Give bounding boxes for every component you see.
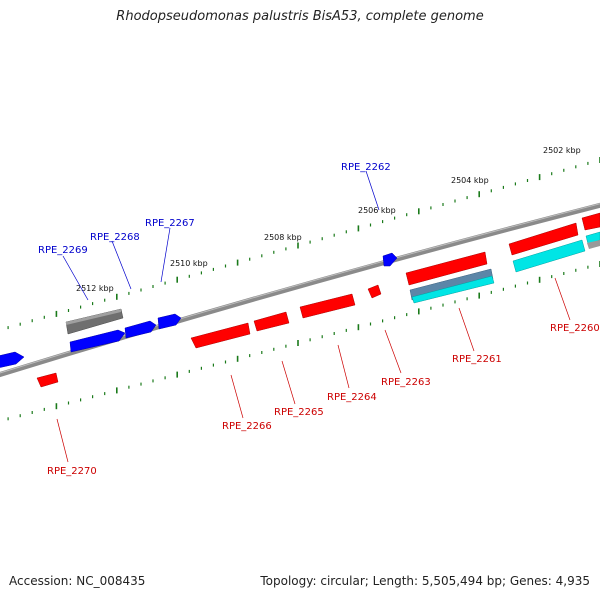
connector-rpe-2268 — [111, 240, 132, 290]
kbp-label-2506: 2506 kbp — [358, 206, 396, 215]
connector-rpe-2266 — [230, 374, 244, 419]
label-rpe-2267[interactable]: RPE_2267 — [145, 218, 195, 229]
connector-rpe-2261 — [458, 307, 475, 352]
gene-rpe-2263[interactable] — [367, 284, 382, 299]
gene-partial-right-gray[interactable] — [587, 240, 600, 249]
forward-genes — [0, 252, 398, 368]
connector-rpe-2269 — [62, 255, 89, 301]
label-rpe-2268[interactable]: RPE_2268 — [90, 232, 140, 243]
gene-rpe-2261-rna-lower[interactable] — [411, 275, 495, 304]
connector-rpe-2262 — [365, 170, 380, 211]
kbp-label-2510: 2510 kbp — [170, 259, 208, 268]
gene-partial-left[interactable] — [0, 351, 25, 368]
connector-rpe-2264 — [337, 344, 350, 389]
gene-partial-right-red[interactable] — [581, 212, 600, 231]
connector-rpe-2270 — [56, 418, 69, 463]
label-connectors — [56, 170, 571, 463]
connector-rpe-2263 — [384, 329, 402, 374]
gene-rpe-2268[interactable] — [124, 320, 157, 339]
gene-rpe-2267[interactable] — [157, 313, 182, 330]
label-rpe-2265[interactable]: RPE_2265 — [274, 407, 324, 418]
kbp-label-2504: 2504 kbp — [451, 176, 489, 185]
accession-text: Accession: NC_008435 — [9, 574, 146, 588]
map-title: Rhodopseudomonas palustris BisA53, compl… — [116, 9, 484, 24]
gene-rpe-2261[interactable] — [405, 251, 488, 286]
label-rpe-2269[interactable]: RPE_2269 — [38, 245, 88, 256]
label-rpe-2266[interactable]: RPE_2266 — [222, 421, 272, 432]
gene-rpe-2266[interactable] — [190, 322, 251, 349]
kbp-label-2508: 2508 kbp — [264, 233, 302, 242]
kbp-label-2502: 2502 kbp — [543, 146, 581, 155]
label-rpe-2261[interactable]: RPE_2261 — [452, 354, 502, 365]
label-rpe-2264[interactable]: RPE_2264 — [327, 392, 377, 403]
gene-rpe-2265[interactable] — [253, 311, 290, 332]
label-rpe-2260[interactable]: RPE_2260 — [550, 323, 600, 334]
label-rpe-2270[interactable]: RPE_2270 — [47, 466, 97, 477]
connector-rpe-2260 — [554, 277, 571, 321]
gene-rpe-2260-rna[interactable] — [512, 239, 586, 273]
label-rpe-2262[interactable]: RPE_2262 — [341, 162, 391, 173]
kbp-label-2512: 2512 kbp — [76, 284, 114, 293]
gene-rpe-2260[interactable] — [508, 222, 579, 256]
gene-rpe-2264[interactable] — [299, 293, 356, 319]
gene-rpe-2270[interactable] — [36, 372, 59, 388]
genome-info-text: Topology: circular; Length: 5,505,494 bp… — [260, 574, 590, 588]
gene-pseudo-top — [66, 309, 121, 325]
lower-tick-track — [7, 261, 600, 421]
gene-rpe-2262[interactable] — [382, 252, 398, 267]
connector-rpe-2267 — [160, 227, 171, 283]
gene-rpe-2269[interactable] — [69, 329, 126, 353]
connector-rpe-2265 — [281, 360, 296, 405]
upper-tick-track — [7, 157, 600, 330]
reverse-genes — [36, 212, 600, 388]
label-rpe-2263[interactable]: RPE_2263 — [381, 377, 431, 388]
